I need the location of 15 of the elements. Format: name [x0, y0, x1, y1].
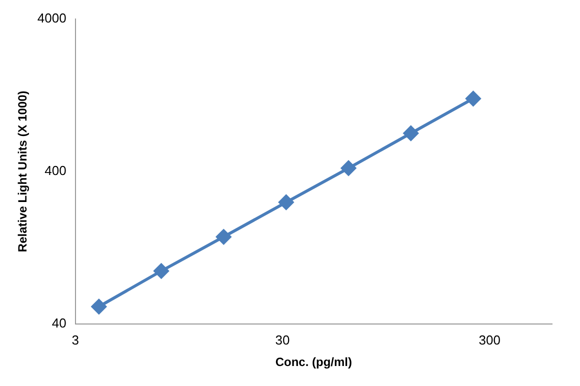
point	[466, 91, 481, 106]
y-tick-label: 4000	[37, 10, 66, 26]
x-tick-label: 30	[275, 332, 290, 348]
point	[278, 194, 294, 210]
x-tick-label: 3	[72, 332, 79, 348]
y-axis-title: Relative Light Units (X 1000)	[16, 90, 30, 252]
y-tick-label: 400	[44, 162, 66, 178]
point	[216, 229, 232, 244]
x-tick-label: 300	[478, 332, 500, 348]
point	[341, 160, 356, 176]
point	[91, 299, 106, 314]
x-axis-title: Conc. (pg/ml)	[275, 355, 352, 370]
y-tick-label: 40	[52, 316, 66, 331]
point	[154, 264, 169, 278]
point	[403, 126, 418, 141]
